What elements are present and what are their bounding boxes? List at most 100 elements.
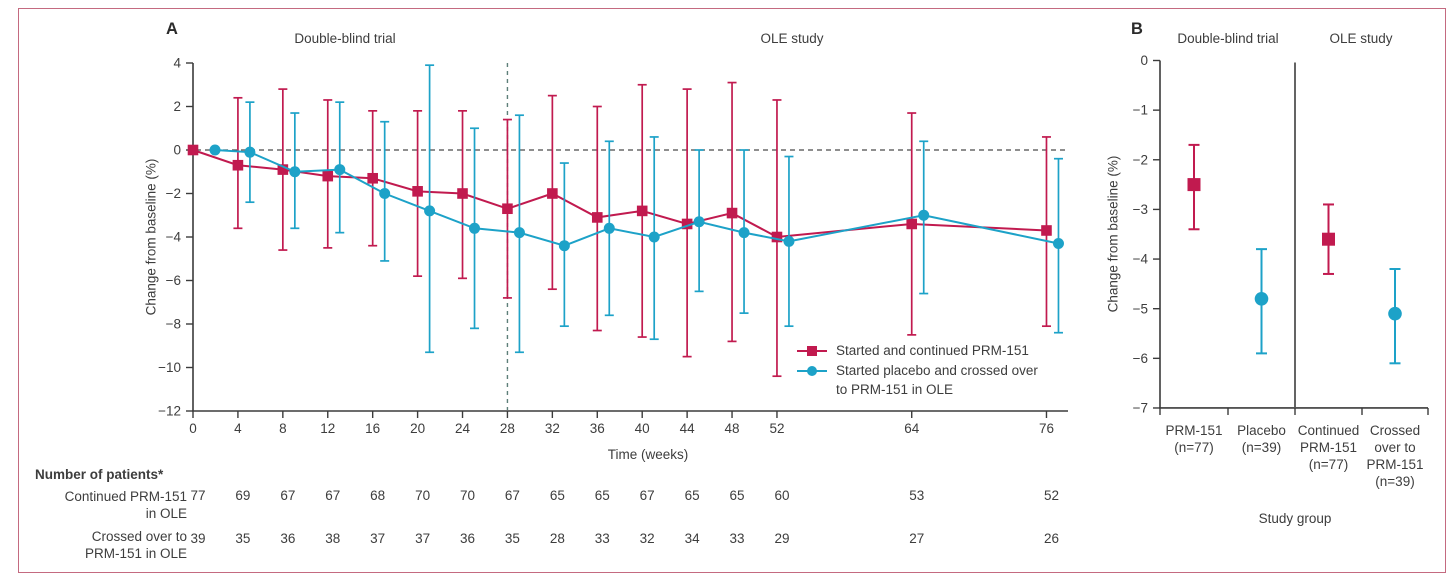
a-marker-circle-placebo-crossover [738, 227, 750, 239]
b-category-label: Crossed [1370, 423, 1420, 438]
a-marker-square-prm151 [591, 212, 603, 223]
patients-count: 69 [235, 488, 250, 503]
panel-b-y-axis-label: Change from baseline (%) [1105, 155, 1121, 313]
patients-count: 65 [730, 488, 745, 503]
panel-a-phase-double-blind: Double-blind trial [294, 31, 396, 46]
b-category-label: (n=39) [1242, 440, 1281, 455]
legend-label-line1: Started placebo and crossed over [836, 362, 1038, 378]
b-category-label: over to [1374, 440, 1415, 455]
a-y-tick-label: 2 [173, 99, 181, 114]
legend-label-line2: to PRM-151 in OLE [836, 382, 954, 397]
a-y-tick-label: −8 [166, 317, 181, 332]
b-category-label: PRM-151 [1165, 423, 1222, 438]
a-x-tick-label: 76 [1039, 421, 1054, 436]
b-category-label: (n=77) [1174, 440, 1213, 455]
b-marker-square [1322, 232, 1335, 246]
patients-count: 33 [730, 531, 745, 546]
legend-marker-red-square-icon [797, 341, 827, 361]
patients-count: 77 [190, 488, 205, 503]
a-x-tick-label: 20 [410, 421, 425, 436]
b-category-label: (n=39) [1375, 474, 1414, 489]
a-marker-circle-placebo-crossover [244, 146, 256, 158]
a-x-tick-label: 0 [189, 421, 197, 436]
a-x-tick-label: 36 [590, 421, 605, 436]
panel-a-x-axis-label: Time (weeks) [607, 447, 689, 462]
a-marker-square-prm151 [187, 144, 199, 156]
a-x-tick-label: 12 [320, 421, 335, 436]
patients-count: 68 [370, 488, 385, 503]
patients-count: 32 [640, 531, 655, 546]
a-marker-circle-placebo-crossover [379, 188, 391, 199]
patients-count: 65 [595, 488, 610, 503]
a-marker-circle-placebo-crossover [334, 164, 346, 176]
a-x-tick-label: 52 [769, 421, 784, 436]
a-y-tick-label: −2 [166, 186, 181, 201]
panel-a-phase-ole: OLE study [760, 31, 824, 46]
a-marker-square-prm151 [412, 186, 423, 197]
a-y-tick-label: 4 [173, 56, 181, 71]
patients-count: 70 [415, 488, 430, 503]
b-category-label: PRM-151 [1366, 457, 1423, 472]
a-y-tick-label: −6 [166, 273, 181, 288]
a-marker-square-prm151 [322, 170, 334, 182]
a-x-tick-label: 44 [680, 421, 696, 436]
patients-count: 28 [550, 531, 565, 546]
a-marker-circle-placebo-crossover [918, 209, 930, 221]
a-marker-circle-placebo-crossover [693, 216, 705, 228]
b-y-tick-label: −4 [1133, 252, 1149, 267]
a-marker-square-prm151 [457, 188, 468, 199]
a-marker-square-prm151 [502, 203, 513, 215]
a-marker-circle-placebo-crossover [603, 222, 615, 234]
a-x-tick-label: 24 [455, 421, 471, 436]
patients-count: 67 [505, 488, 520, 503]
a-marker-circle-placebo-crossover [513, 227, 525, 239]
patients-count: 67 [280, 488, 295, 503]
a-marker-circle-placebo-crossover [424, 205, 436, 217]
b-category-label: Continued [1298, 423, 1360, 438]
a-marker-circle-placebo-crossover [783, 235, 795, 247]
patients-row1-label-line2: in OLE [145, 506, 187, 521]
a-series-line-placebo-crossover [214, 149, 1059, 247]
panel-b-letter: B [1131, 20, 1143, 38]
a-marker-square-prm151 [636, 205, 648, 217]
patients-count: 38 [325, 531, 340, 546]
patients-count: 70 [460, 488, 475, 503]
b-category-label: (n=77) [1309, 457, 1348, 472]
legend-item-placebo-crossover: Started placebo and crossed over to PRM-… [797, 361, 1038, 400]
patients-count: 27 [909, 531, 924, 546]
a-y-tick-label: −10 [158, 360, 181, 375]
b-y-tick-label: −7 [1133, 401, 1148, 416]
panel-b-x-axis-label: Study group [1258, 511, 1332, 526]
a-x-tick-label: 4 [234, 421, 242, 436]
patients-row1-label-line1: Continued PRM-151 [64, 489, 187, 504]
a-x-tick-label: 48 [725, 421, 740, 436]
a-x-tick-label: 16 [365, 421, 380, 436]
patients-count: 37 [370, 531, 385, 546]
patients-count: 26 [1044, 531, 1059, 546]
a-x-tick-label: 8 [279, 421, 287, 436]
patients-count: 36 [280, 531, 295, 546]
b-y-tick-label: −2 [1133, 152, 1148, 167]
patients-count: 60 [774, 488, 789, 503]
a-x-tick-label: 40 [635, 421, 650, 436]
panel-a-legend: Started and continued PRM-151 Started pl… [797, 341, 1038, 400]
patients-count: 37 [415, 531, 430, 546]
b-y-tick-label: 0 [1140, 53, 1148, 68]
patients-count: 67 [640, 488, 655, 503]
patients-count: 39 [190, 531, 205, 546]
a-marker-square-prm151 [232, 159, 244, 171]
patients-count: 67 [325, 488, 340, 503]
b-marker-circle [1254, 291, 1269, 306]
panel-a-letter: A [166, 20, 178, 38]
a-x-tick-label: 28 [500, 421, 515, 436]
a-marker-square-prm151 [771, 231, 783, 243]
patients-count: 33 [595, 531, 610, 546]
a-marker-circle-placebo-crossover [1052, 238, 1064, 250]
patients-count: 52 [1044, 488, 1059, 503]
patients-count: 29 [774, 531, 789, 546]
a-y-tick-label: −4 [166, 230, 182, 245]
patients-table-header: Number of patients* [35, 467, 164, 482]
a-x-tick-label: 32 [545, 421, 560, 436]
